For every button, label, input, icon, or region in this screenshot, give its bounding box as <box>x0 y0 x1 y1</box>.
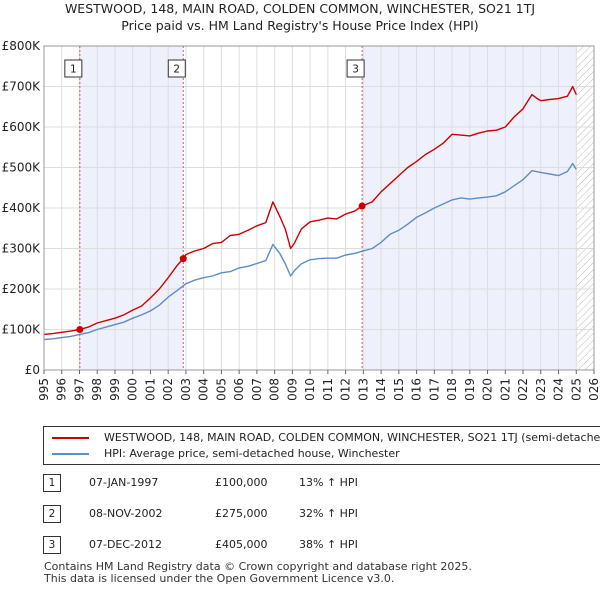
x-tick-label: 2018 <box>445 378 459 400</box>
legend-swatch-hpi <box>52 453 89 455</box>
x-tick-label: 2004 <box>197 378 211 400</box>
hpi-line <box>43 162 577 341</box>
sale-number: 2 <box>43 505 61 523</box>
sale-hpi-diff: 13% ↑ HPI <box>299 476 358 489</box>
x-tick-label: 2024 <box>552 378 566 400</box>
x-tick-label: 2015 <box>392 378 406 400</box>
y-tick-label: £400K <box>2 201 42 215</box>
x-tick-label: 1995 <box>37 378 51 400</box>
x-tick-label: 2019 <box>463 378 477 400</box>
sale-point-1 <box>76 326 84 333</box>
sale-price: £100,000 <box>215 476 268 489</box>
y-tick-label: £800K <box>2 39 42 53</box>
sale-marker-label-3: 3 <box>352 64 359 76</box>
sale-price: £275,000 <box>215 507 268 520</box>
footer-copyright: Contains HM Land Registry data © Crown c… <box>44 560 472 573</box>
chart-title: WESTWOOD, 148, MAIN ROAD, COLDEN COMMON,… <box>64 1 536 16</box>
x-tick-label: 2009 <box>285 378 299 400</box>
legend-swatch-property <box>52 437 89 439</box>
x-tick-label: 2014 <box>374 378 388 400</box>
sale-marker-box-1 <box>64 59 83 78</box>
x-tick-label: 2012 <box>339 378 353 400</box>
sale-point-2 <box>179 255 187 263</box>
plot-frame <box>43 45 595 371</box>
y-tick-label: £0 <box>25 363 40 377</box>
legend-label-property: WESTWOOD, 148, MAIN ROAD, COLDEN COMMON,… <box>104 431 600 444</box>
x-tick-label: 2008 <box>268 378 282 400</box>
y-tick-label: £500K <box>2 161 42 175</box>
y-tick-label: £600K <box>2 120 42 134</box>
sale-marker-box-2 <box>167 59 186 78</box>
x-tick-label: 2020 <box>481 378 495 400</box>
sale-date: 07-JAN-1997 <box>89 476 159 489</box>
sale-marker-box-3 <box>346 59 365 78</box>
x-tick-label: 2005 <box>214 378 228 400</box>
x-tick-label: 2022 <box>516 378 530 400</box>
x-tick-label: 2021 <box>498 378 512 400</box>
x-tick-label: 2013 <box>356 378 370 400</box>
x-tick-label: 2017 <box>427 378 441 400</box>
chart-subtitle: Price paid vs. HM Land Registry's House … <box>121 18 479 33</box>
x-tick-label: 1996 <box>55 378 69 400</box>
x-tick-label: 1999 <box>108 378 122 400</box>
x-tick-label: 2000 <box>126 378 140 400</box>
property-price-line <box>43 85 577 336</box>
sale-number: 1 <box>43 474 61 492</box>
chart-legend: WESTWOOD, 148, MAIN ROAD, COLDEN COMMON,… <box>43 426 600 465</box>
sale-hpi-diff: 38% ↑ HPI <box>299 538 358 551</box>
sale-number: 3 <box>43 536 61 554</box>
x-tick-label: 2001 <box>143 378 157 400</box>
sale-price: £405,000 <box>215 538 268 551</box>
sale-marker-label-2: 2 <box>173 64 180 76</box>
x-tick-label: 1997 <box>72 378 86 400</box>
footer-licence: This data is licensed under the Open Gov… <box>44 572 395 585</box>
sale-marker-label-1: 1 <box>70 64 77 76</box>
x-tick-label: 2010 <box>303 378 317 400</box>
x-tick-label: 2016 <box>410 378 424 400</box>
y-tick-label: £300K <box>2 242 42 256</box>
y-tick-label: £700K <box>2 80 42 94</box>
x-tick-label: 1998 <box>90 378 104 400</box>
sale-hpi-diff: 32% ↑ HPI <box>299 507 358 520</box>
y-tick-label: £200K <box>2 282 42 296</box>
sale-point-3 <box>358 202 366 210</box>
legend-label-hpi: HPI: Average price, semi-detached house,… <box>104 447 400 460</box>
x-tick-label: 2023 <box>534 378 548 400</box>
price-chart: 1 2 3 £0 £100K £200K £300K £400K £500K £600K £700K… <box>2 39 600 400</box>
x-tick-label: 2011 <box>321 378 335 400</box>
sale-date: 08-NOV-2002 <box>89 507 163 520</box>
x-tick-label: 2007 <box>250 378 264 400</box>
x-tick-label: 2025 <box>569 378 583 400</box>
x-tick-label: 2006 <box>232 378 246 400</box>
sale-date: 07-DEC-2012 <box>89 538 163 551</box>
x-tick-label: 2002 <box>161 378 175 400</box>
x-tick-label: 2026 <box>587 378 600 400</box>
y-tick-label: £100K <box>2 323 42 337</box>
x-tick-label: 2003 <box>179 378 193 400</box>
